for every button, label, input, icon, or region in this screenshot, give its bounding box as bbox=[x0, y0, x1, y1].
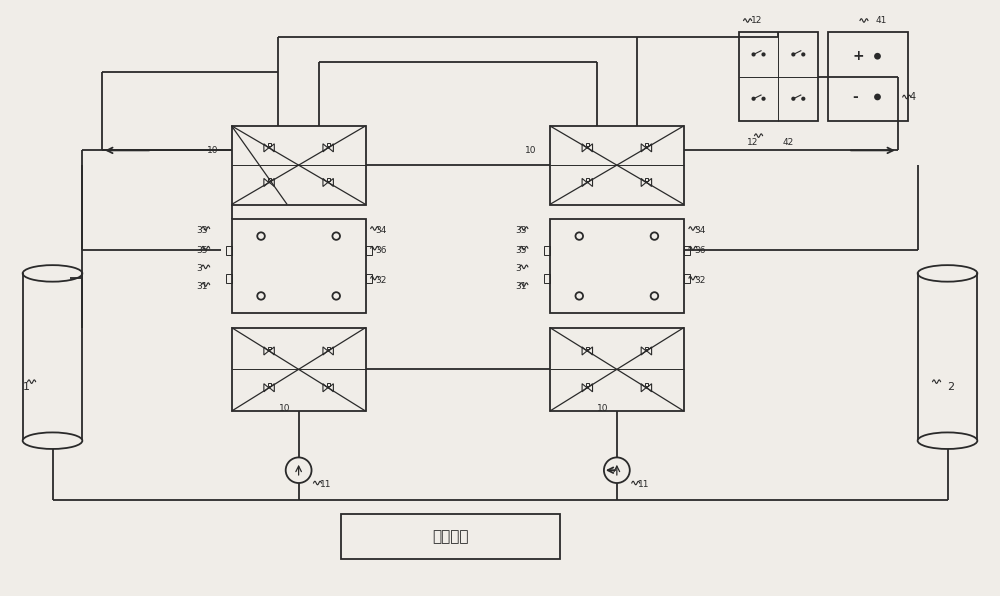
Text: 3: 3 bbox=[197, 264, 202, 274]
Text: 32: 32 bbox=[694, 275, 705, 284]
Circle shape bbox=[269, 387, 270, 388]
Circle shape bbox=[269, 350, 270, 352]
Circle shape bbox=[752, 53, 755, 55]
Bar bbox=[327, 178, 330, 181]
Circle shape bbox=[328, 350, 329, 352]
Circle shape bbox=[762, 98, 765, 100]
Bar bbox=[268, 383, 271, 386]
Bar bbox=[341, 514, 560, 559]
Text: -: - bbox=[852, 90, 858, 104]
Bar bbox=[544, 274, 550, 283]
Bar bbox=[268, 178, 271, 181]
Circle shape bbox=[587, 182, 588, 183]
Ellipse shape bbox=[23, 433, 82, 449]
Bar bbox=[586, 178, 589, 181]
Bar bbox=[684, 274, 690, 283]
Text: 31: 31 bbox=[197, 282, 208, 291]
Bar bbox=[232, 126, 366, 204]
Circle shape bbox=[875, 54, 880, 58]
Bar bbox=[828, 32, 908, 121]
Bar bbox=[232, 328, 366, 411]
Text: 31: 31 bbox=[515, 282, 526, 291]
Ellipse shape bbox=[918, 433, 977, 449]
Circle shape bbox=[802, 98, 804, 100]
Text: 10: 10 bbox=[525, 146, 536, 155]
Circle shape bbox=[587, 147, 588, 148]
Text: 12: 12 bbox=[751, 16, 762, 25]
Text: 35: 35 bbox=[515, 246, 526, 254]
Text: 33: 33 bbox=[515, 226, 526, 235]
Bar bbox=[226, 246, 232, 255]
Text: 10: 10 bbox=[278, 403, 290, 412]
Bar bbox=[645, 383, 648, 386]
Text: 4: 4 bbox=[910, 92, 916, 102]
Text: 33: 33 bbox=[197, 226, 208, 235]
Bar bbox=[366, 246, 372, 255]
Circle shape bbox=[587, 387, 588, 388]
Text: 35: 35 bbox=[197, 246, 208, 254]
Bar bbox=[268, 346, 271, 349]
Bar bbox=[586, 383, 589, 386]
Text: 10: 10 bbox=[207, 146, 218, 155]
Text: 32: 32 bbox=[376, 275, 387, 284]
Text: 41: 41 bbox=[876, 16, 887, 25]
Bar bbox=[550, 219, 684, 313]
Bar bbox=[232, 219, 366, 313]
Bar bbox=[550, 126, 684, 204]
Text: 1: 1 bbox=[23, 381, 30, 392]
Text: 控制系统: 控制系统 bbox=[432, 529, 469, 544]
Circle shape bbox=[875, 95, 880, 100]
Text: 12: 12 bbox=[747, 138, 758, 147]
Circle shape bbox=[269, 147, 270, 148]
Text: 42: 42 bbox=[782, 138, 794, 147]
Circle shape bbox=[792, 98, 795, 100]
Bar bbox=[366, 274, 372, 283]
Bar bbox=[226, 274, 232, 283]
Circle shape bbox=[328, 147, 329, 148]
Bar bbox=[645, 144, 648, 146]
Text: 10: 10 bbox=[597, 403, 608, 412]
Circle shape bbox=[752, 98, 755, 100]
Bar bbox=[544, 246, 550, 255]
Circle shape bbox=[328, 387, 329, 388]
Text: 36: 36 bbox=[694, 246, 705, 254]
Circle shape bbox=[762, 53, 765, 55]
Bar bbox=[645, 178, 648, 181]
Circle shape bbox=[587, 350, 588, 352]
Circle shape bbox=[646, 182, 647, 183]
Text: 34: 34 bbox=[694, 226, 705, 235]
Bar bbox=[327, 346, 330, 349]
Bar bbox=[586, 346, 589, 349]
Circle shape bbox=[802, 53, 804, 55]
Bar bbox=[550, 328, 684, 411]
Circle shape bbox=[646, 387, 647, 388]
Circle shape bbox=[646, 350, 647, 352]
Text: 3: 3 bbox=[515, 264, 521, 274]
Bar bbox=[586, 144, 589, 146]
Bar bbox=[268, 144, 271, 146]
Bar bbox=[645, 346, 648, 349]
Bar bbox=[684, 246, 690, 255]
Text: 36: 36 bbox=[376, 246, 387, 254]
Circle shape bbox=[646, 147, 647, 148]
Circle shape bbox=[269, 182, 270, 183]
Text: 11: 11 bbox=[638, 480, 649, 489]
Circle shape bbox=[792, 53, 795, 55]
Text: +: + bbox=[852, 49, 864, 63]
Bar bbox=[327, 144, 330, 146]
Circle shape bbox=[328, 182, 329, 183]
Bar bbox=[739, 32, 818, 121]
Bar bbox=[327, 383, 330, 386]
Text: 34: 34 bbox=[376, 226, 387, 235]
Text: 2: 2 bbox=[948, 381, 955, 392]
Text: 11: 11 bbox=[320, 480, 331, 489]
